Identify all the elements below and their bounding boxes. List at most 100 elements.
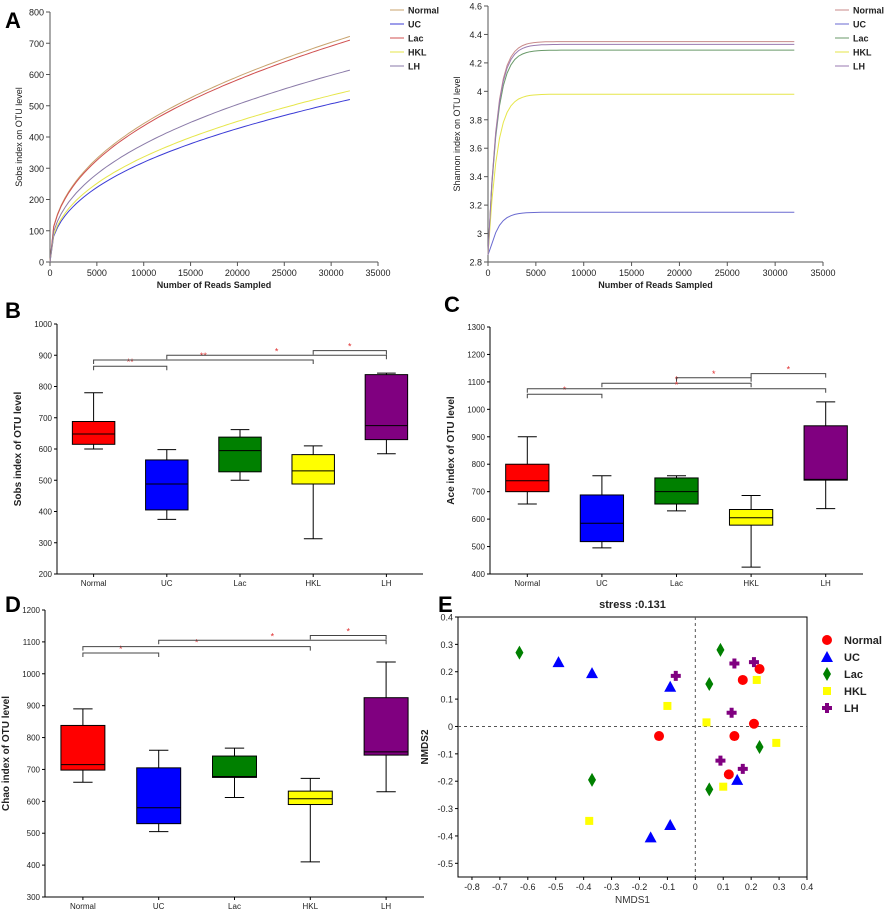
x-tick-label: -0.1 <box>660 882 676 892</box>
panel-letter-c: C <box>444 292 460 317</box>
y-tick-label: 0.3 <box>440 640 453 650</box>
legend-label-hkl: HKL <box>853 48 872 58</box>
x-tick-label: 15000 <box>619 268 644 278</box>
y-tick-label: 700 <box>29 39 44 49</box>
significance-bracket <box>676 377 752 382</box>
y-tick-label: 400 <box>472 570 486 579</box>
point-hkl <box>772 738 781 747</box>
y-tick-label: 1100 <box>468 378 486 387</box>
y-axis-label: Sobs index of OTU level <box>13 392 24 507</box>
y-tick-label: -0.1 <box>437 749 453 759</box>
x-tick-label-lh: LH <box>381 902 391 911</box>
significance-bracket <box>309 635 387 640</box>
significance-bracket <box>526 388 827 393</box>
panel-letter-b: B <box>5 298 21 323</box>
x-tick-label: 0 <box>47 268 52 278</box>
point-uc <box>644 831 657 843</box>
legend-label-normal: Normal <box>853 6 884 16</box>
significance-bracket <box>82 646 311 651</box>
series-line-hkl <box>487 93 795 255</box>
point-lac <box>755 740 764 754</box>
series-line-normal <box>49 35 351 263</box>
point-lh <box>670 670 681 681</box>
y-tick-label: 700 <box>472 488 486 497</box>
panel-letter-d: D <box>5 592 21 617</box>
sobs-boxplot: 200 300 400 500 600 700 800 900 1000 Sobs index o… <box>13 320 423 588</box>
x-tick-label: 0.4 <box>801 882 814 892</box>
y-tick-label: 600 <box>27 797 41 806</box>
point-hkl <box>719 782 728 791</box>
significance-bracket <box>158 639 387 645</box>
significance-bracket <box>526 393 603 399</box>
legend-label-hkl: HKL <box>408 48 427 58</box>
y-tick-label: -0.2 <box>437 777 453 787</box>
point-uc <box>664 819 677 830</box>
significance-mark: * <box>119 644 123 654</box>
x-axis-label: Number of Reads Sampled <box>598 280 713 290</box>
point-hkl <box>702 718 711 727</box>
significance-mark: ** <box>127 357 135 367</box>
x-tick-label: 0.2 <box>745 882 758 892</box>
y-tick-label: 1200 <box>467 350 485 359</box>
legend-label-normal: Normal <box>844 635 882 647</box>
x-tick-label: 20000 <box>225 268 250 278</box>
point-lac <box>515 645 524 660</box>
x-tick-label: -0.2 <box>632 882 648 892</box>
point-lh <box>726 707 737 718</box>
x-tick-label: 35000 <box>365 268 390 278</box>
x-tick-label: -0.3 <box>604 882 620 892</box>
legend-marker-uc <box>821 651 833 662</box>
y-tick-label: 800 <box>472 460 486 469</box>
y-tick-label: 4.2 <box>469 58 482 68</box>
nmds-scatter: stress :0.131 -0.5 -0.4 -0.3 -0.2 -0.1 0 0.1 0.2… <box>420 599 882 906</box>
legend-label-lh: LH <box>853 62 865 72</box>
point-lh <box>748 657 759 668</box>
y-tick-label: 300 <box>39 539 53 548</box>
point-hkl <box>585 816 594 825</box>
point-lac <box>716 642 725 657</box>
significance-bracket <box>166 354 387 360</box>
significance-mark: * <box>346 627 350 637</box>
plot-frame <box>457 616 808 878</box>
x-tick-label: -0.6 <box>520 882 536 892</box>
legend-label-lh: LH <box>844 703 859 715</box>
significance-mark: * <box>787 365 791 375</box>
y-tick-label: 400 <box>39 508 53 517</box>
significance-mark: * <box>271 631 275 641</box>
y-tick-label: 900 <box>27 702 41 711</box>
significance-mark: ** <box>200 351 208 361</box>
legend-label-uc: UC <box>844 652 860 664</box>
y-tick-label: -0.5 <box>437 859 453 869</box>
legend-marker-lh <box>822 703 832 713</box>
point-lh <box>715 755 726 766</box>
box-normal <box>71 421 116 445</box>
box-lh <box>803 425 848 481</box>
box-lh <box>363 697 409 756</box>
significance-bracket <box>601 382 752 388</box>
series-line-uc <box>487 211 795 256</box>
y-tick-label: 1000 <box>34 320 52 329</box>
significance-bracket <box>82 652 160 658</box>
chao-boxplot: 300 400 500 600 700 800 900 1000 1100 1200 Chao in… <box>1 606 424 911</box>
x-tick-label-normal: Normal <box>81 579 107 588</box>
significance-bracket <box>312 350 387 355</box>
legend-label-normal: Normal <box>408 6 439 16</box>
point-lac <box>588 772 597 787</box>
x-tick-label: 0.1 <box>717 882 730 892</box>
y-tick-label: 1000 <box>22 670 40 679</box>
x-axis-label: Number of Reads Sampled <box>157 280 272 290</box>
point-lac <box>705 677 714 692</box>
y-axis-label: NMDS2 <box>420 729 431 764</box>
box-normal <box>505 463 550 493</box>
x-tick-label-uc: UC <box>153 902 165 911</box>
x-tick-label: 25000 <box>715 268 740 278</box>
y-tick-label: 3.8 <box>469 115 482 125</box>
x-tick-label: 5000 <box>87 268 107 278</box>
x-tick-label: -0.4 <box>576 882 592 892</box>
y-tick-label: 500 <box>472 543 486 552</box>
x-tick-label-uc: UC <box>161 579 173 588</box>
series-line-uc <box>49 99 351 263</box>
significance-bracket <box>93 365 168 371</box>
y-tick-label: 700 <box>27 765 41 774</box>
box-uc <box>145 459 189 511</box>
